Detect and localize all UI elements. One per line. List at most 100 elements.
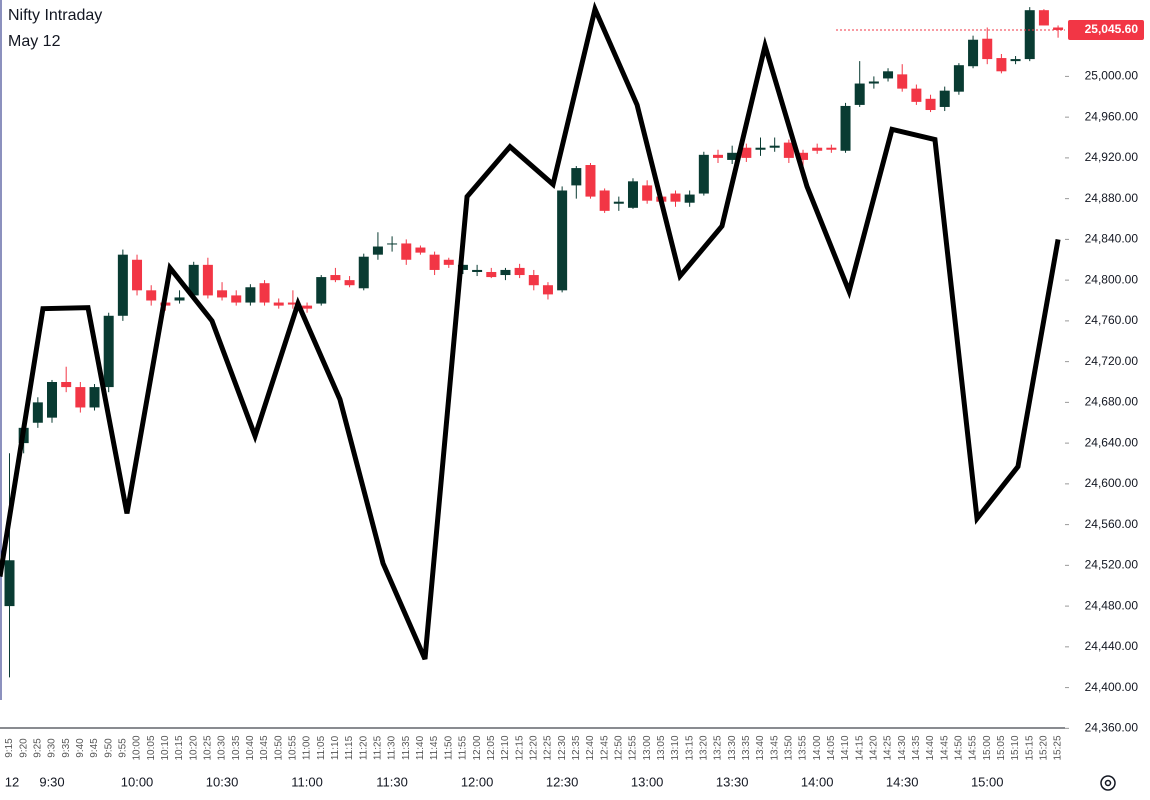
x-tick-label: 12:05 xyxy=(486,735,497,760)
candle-body xyxy=(4,560,15,607)
x-tick-label: 14:55 xyxy=(968,735,979,760)
candle-body xyxy=(727,152,738,160)
x-tick-label: 13:40 xyxy=(755,735,766,760)
candle-body xyxy=(812,147,823,151)
y-tick-label: 24,680.00 xyxy=(1085,395,1139,409)
candle-body xyxy=(302,305,313,309)
x-tick-label: 12:55 xyxy=(628,735,639,760)
x-tick-label: 15:05 xyxy=(996,735,1007,760)
x-major-label: 13:30 xyxy=(716,774,749,789)
candle-body xyxy=(231,295,242,303)
x-tick-label: 10:30 xyxy=(217,735,228,760)
candle-body xyxy=(982,38,993,60)
x-tick-label: 11:15 xyxy=(344,735,355,760)
candle-body xyxy=(372,246,383,255)
settings-icon[interactable] xyxy=(1100,775,1116,791)
candle-body xyxy=(174,297,185,301)
candle-body xyxy=(1024,10,1035,60)
x-tick-label: 13:10 xyxy=(670,735,681,760)
candle-body xyxy=(75,387,86,408)
x-tick-label: 12:25 xyxy=(543,735,554,760)
x-tick-label: 9:40 xyxy=(75,738,86,758)
y-tick-label: 24,840.00 xyxy=(1085,232,1139,246)
x-tick-label: 14:15 xyxy=(854,735,865,760)
y-tick-label: 24,520.00 xyxy=(1085,558,1139,572)
x-tick-label: 12:15 xyxy=(514,735,525,760)
candle-body xyxy=(245,287,256,303)
candle-body xyxy=(443,259,454,265)
candle-body xyxy=(528,275,539,286)
x-tick-label: 10:25 xyxy=(203,735,214,760)
x-tick-label: 15:10 xyxy=(1010,735,1021,760)
gear-outer xyxy=(1100,775,1116,791)
x-tick-label: 12:10 xyxy=(500,735,511,760)
y-tick-label: 24,920.00 xyxy=(1085,150,1139,164)
candle-body xyxy=(1038,10,1049,26)
x-major-label: 10:00 xyxy=(121,774,154,789)
x-tick-label: 12:50 xyxy=(613,735,624,760)
candle-body xyxy=(188,264,199,296)
x-major-label: 11:00 xyxy=(291,774,323,789)
x-major-label: 9:30 xyxy=(39,774,64,789)
candle-body xyxy=(713,154,723,158)
y-tick-label: 24,880.00 xyxy=(1085,191,1139,205)
candle-body xyxy=(1053,27,1064,30)
x-tick-label: 13:05 xyxy=(656,735,667,760)
x-major-label: 15:00 xyxy=(971,774,1004,789)
x-tick-label: 10:15 xyxy=(174,735,185,760)
y-tick-label: 24,960.00 xyxy=(1085,109,1139,123)
y-tick-label: 24,360.00 xyxy=(1085,721,1139,735)
candle-body xyxy=(557,190,568,291)
x-tick-label: 15:00 xyxy=(982,735,993,760)
candle-body xyxy=(925,98,936,111)
x-tick-label: 10:55 xyxy=(288,735,299,760)
x-tick-label: 11:25 xyxy=(373,735,384,760)
candle-body xyxy=(202,264,213,296)
x-major-label: 12:30 xyxy=(546,774,579,789)
candle-body xyxy=(755,147,766,150)
x-tick-label: 14:40 xyxy=(925,735,936,760)
x-tick-label: 14:20 xyxy=(869,735,880,760)
x-tick-label: 11:10 xyxy=(330,735,341,760)
candle-body xyxy=(571,168,582,186)
candle-body xyxy=(883,71,894,79)
x-tick-label: 10:40 xyxy=(245,735,256,760)
candle-body xyxy=(627,181,638,208)
candle-body xyxy=(514,267,525,276)
x-tick-label: 9:15 xyxy=(4,738,15,758)
candle-body xyxy=(769,145,780,148)
candle-body xyxy=(953,65,964,92)
x-tick-label: 9:25 xyxy=(32,738,43,758)
x-tick-label: 10:05 xyxy=(146,735,157,760)
candle-body xyxy=(642,185,653,201)
y-tick-label: 25,000.00 xyxy=(1085,69,1139,83)
candle-body xyxy=(103,315,114,388)
candle-body xyxy=(741,147,752,158)
candle-body xyxy=(868,81,879,84)
candle-body xyxy=(585,165,596,197)
candle-body xyxy=(798,152,809,160)
y-tick-label: 24,400.00 xyxy=(1085,680,1139,694)
x-tick-label: 11:35 xyxy=(401,735,412,760)
x-tick-label: 15:20 xyxy=(1039,735,1050,760)
candle-body xyxy=(132,259,143,291)
candle-body xyxy=(287,302,298,305)
gear-inner xyxy=(1104,779,1112,787)
candle-body xyxy=(387,243,398,245)
x-tick-label: 9:20 xyxy=(18,738,29,758)
candle-body xyxy=(47,381,58,418)
x-tick-label: 12:40 xyxy=(585,735,596,760)
candle-body xyxy=(429,254,440,270)
x-tick-label: 11:30 xyxy=(387,735,398,760)
y-tick-label: 24,640.00 xyxy=(1085,435,1139,449)
candle-body xyxy=(500,269,511,276)
candle-body xyxy=(968,39,979,67)
x-tick-label: 14:50 xyxy=(954,735,965,760)
x-tick-label: 11:45 xyxy=(429,735,440,760)
x-tick-label: 9:50 xyxy=(103,738,114,758)
candle-body xyxy=(599,190,610,211)
candle-body xyxy=(89,387,100,408)
candle-body xyxy=(613,201,624,204)
candle-body xyxy=(1010,59,1021,62)
x-tick-label: 11:40 xyxy=(415,735,426,760)
